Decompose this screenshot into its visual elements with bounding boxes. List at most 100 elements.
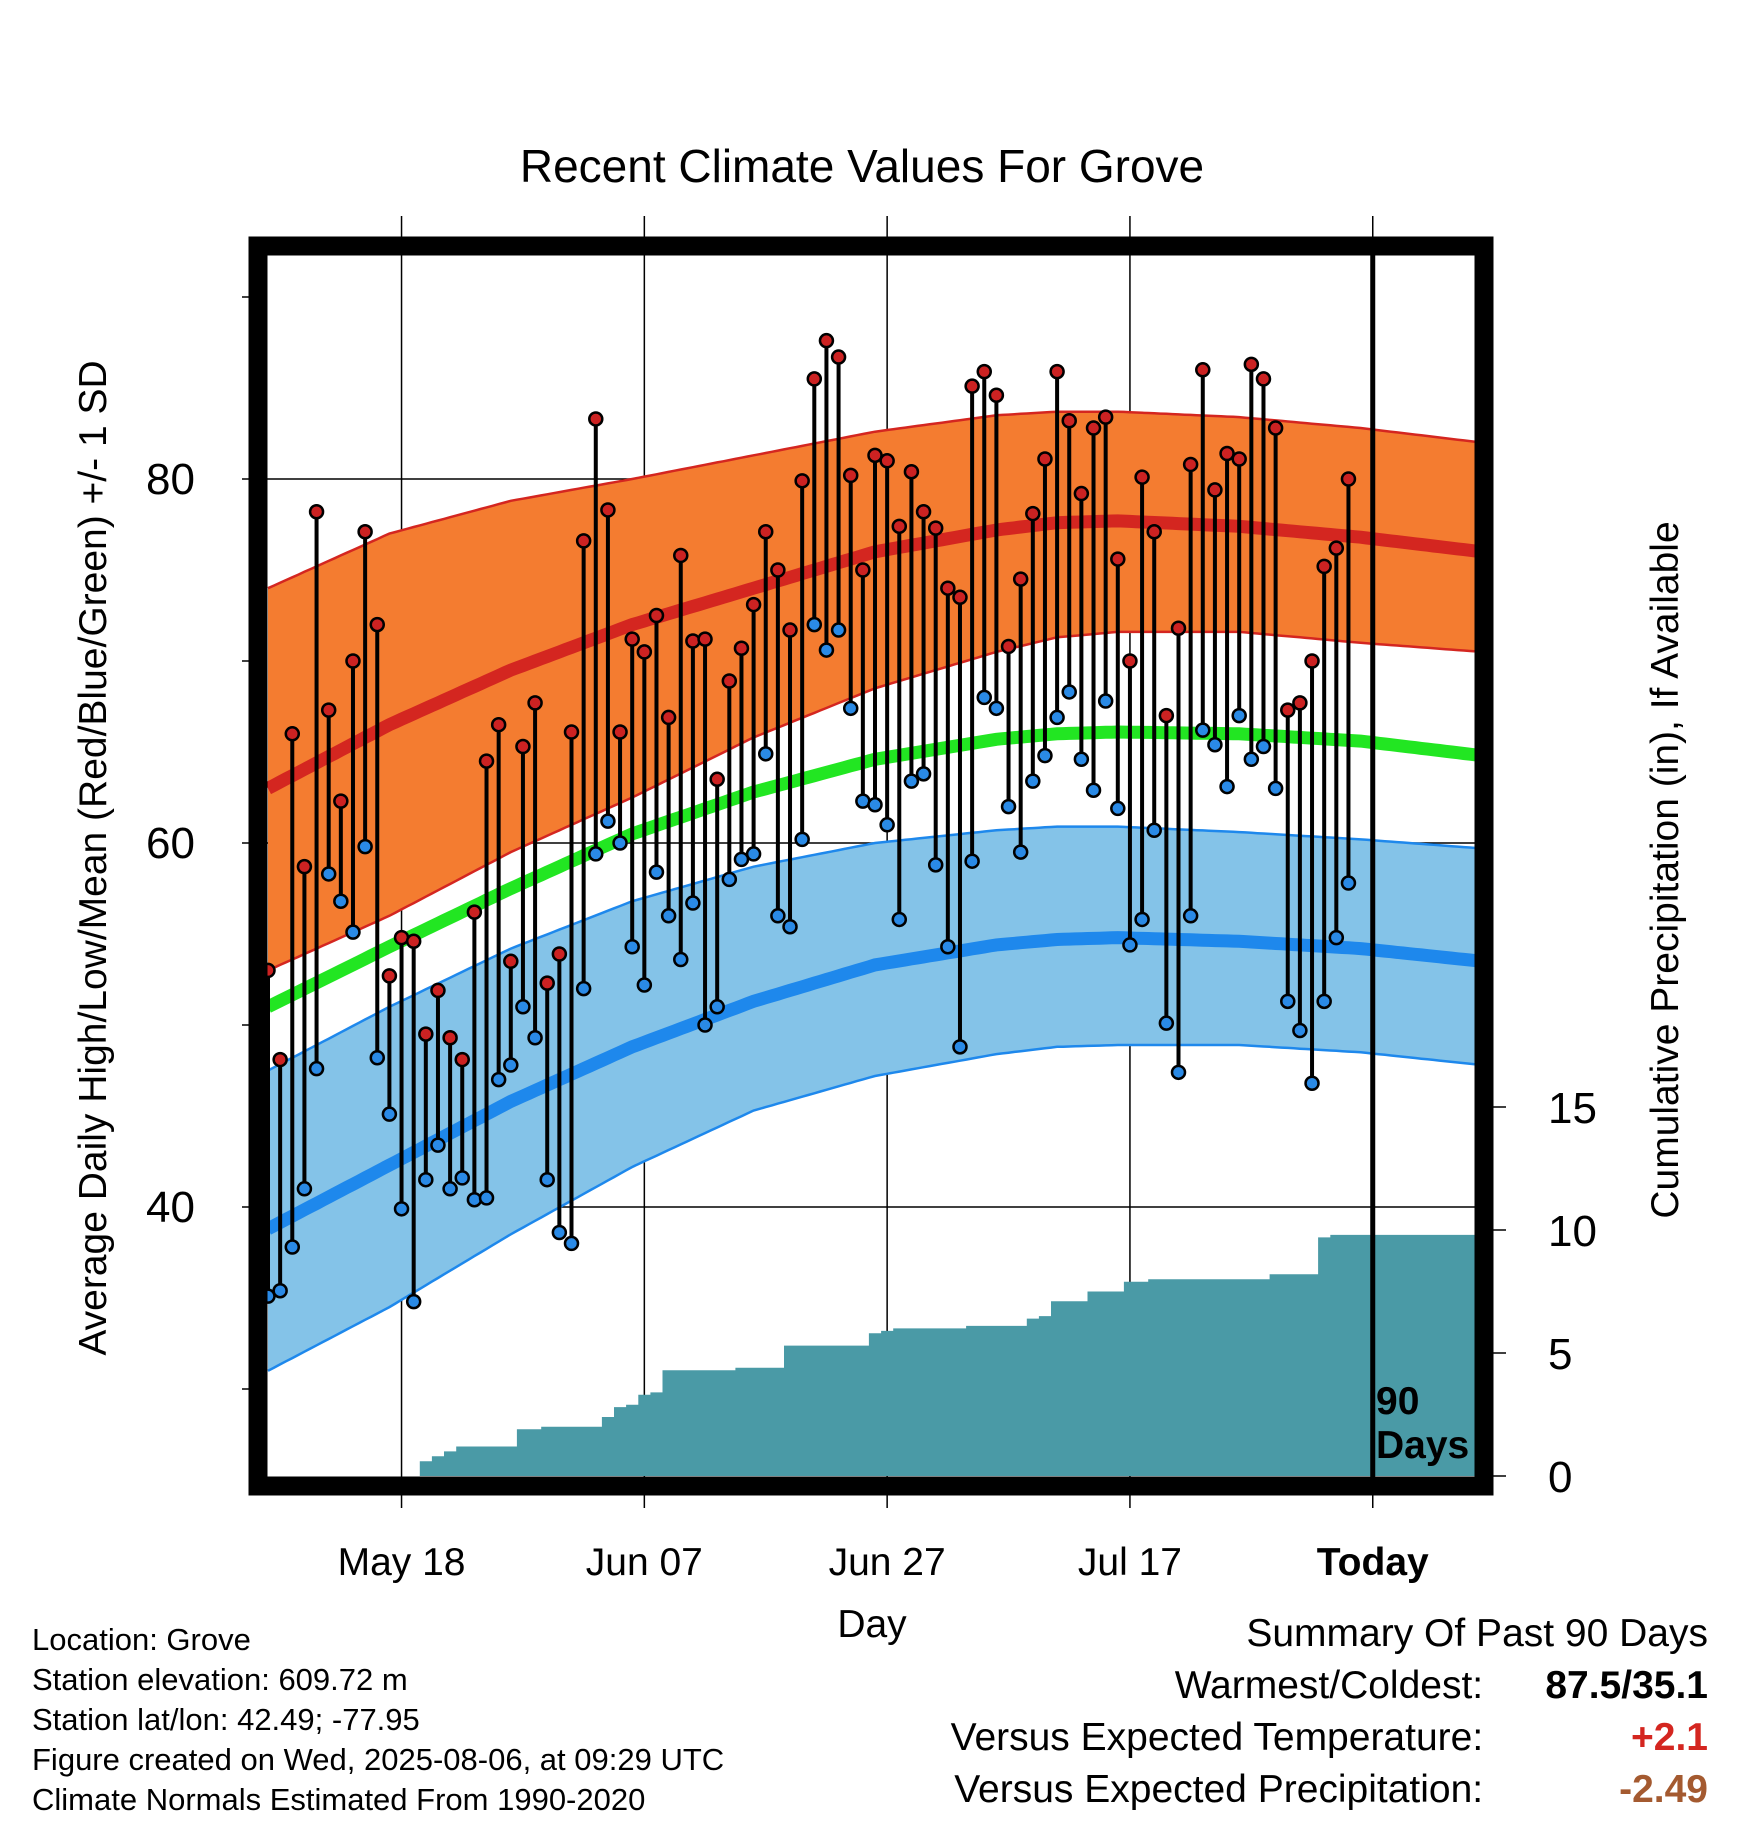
low-point: [1049, 709, 1065, 726]
high-point: [1182, 456, 1199, 473]
expected-precip-label: Versus Expected Precipitation:: [954, 1768, 1484, 1811]
low-minus-sd-line: [267, 1043, 1483, 1372]
high-point: [1097, 409, 1114, 425]
high-point: [1134, 469, 1150, 485]
low-point: [1061, 684, 1077, 700]
expected-temp-value: +2.1: [1631, 1716, 1708, 1759]
warmest-coldest-row: Warmest/Coldest: 87.5/35.1: [951, 1660, 1708, 1712]
plot-border: [248, 236, 1494, 1496]
high-point: [648, 607, 665, 624]
x-tick-label: Jun 27: [829, 1541, 946, 1584]
low-point: [1097, 693, 1114, 709]
low-point: [539, 1171, 555, 1188]
high-point: [709, 771, 725, 788]
high-point: [624, 631, 640, 647]
high-point: [1146, 524, 1162, 540]
high-point: [490, 716, 507, 733]
low-point: [988, 700, 1005, 717]
high-point: [1049, 363, 1065, 380]
low-point: [527, 1029, 543, 1046]
precipitation-fill: [261, 1234, 1482, 1476]
high-point: [770, 562, 786, 578]
average-low-line: [265, 931, 1483, 1235]
high-point: [903, 463, 920, 480]
high-point: [430, 982, 446, 999]
high-point: [320, 702, 337, 718]
low-plus-sd-line: [267, 825, 1483, 1072]
high-point: [855, 562, 871, 578]
high-point: [964, 378, 980, 394]
high-point: [927, 520, 944, 536]
high-point: [272, 1051, 288, 1068]
low-point: [697, 1017, 713, 1033]
low-point: [952, 1039, 968, 1055]
x-tick-label: May 18: [338, 1541, 466, 1584]
high-point: [296, 858, 313, 875]
high-point: [1122, 653, 1138, 669]
low-point: [551, 1224, 568, 1241]
high-point: [1207, 482, 1223, 498]
high-point: [284, 726, 301, 742]
expected-precip-value: -2.49: [1619, 1768, 1708, 1811]
location-line: Location: Grove: [32, 1622, 251, 1657]
high-point: [1340, 471, 1357, 487]
low-point: [503, 1057, 519, 1073]
low-point: [1146, 822, 1162, 839]
low-point: [393, 1201, 410, 1217]
high-point: [600, 502, 616, 518]
high-point: [660, 709, 677, 726]
low-point: [345, 924, 361, 940]
low-point: [1267, 780, 1284, 797]
low-point: [1012, 844, 1029, 860]
low-point: [1110, 800, 1126, 817]
axis-ticks: 40 60 80 0 5 10 15 May 18 Jun 07 Jun 27 Jul 17 Toda…: [146, 216, 1597, 1584]
today-marker-line: 90: [1376, 1380, 1419, 1423]
high-point: [1195, 362, 1211, 378]
low-point: [818, 642, 835, 658]
low-point: [842, 700, 859, 717]
normals-line: Climate Normals Estimated From 1990-2020: [32, 1782, 646, 1817]
high-point: [466, 904, 483, 920]
high-point: [551, 946, 568, 962]
chart-title: Recent Climate Values For Grove: [520, 140, 1204, 192]
low-point: [357, 838, 373, 855]
daily-observations: [260, 332, 1357, 1310]
high-point: [1025, 505, 1041, 522]
low-point: [733, 851, 750, 868]
high-point: [308, 504, 325, 520]
high-point: [952, 589, 968, 606]
high-point: [782, 622, 798, 638]
high-point: [891, 518, 908, 535]
high-point: [697, 631, 713, 647]
low-point: [430, 1137, 446, 1153]
low-point: [1073, 751, 1090, 768]
high-point: [867, 447, 883, 464]
today-marker-label: 90 Days: [1376, 1380, 1469, 1467]
low-point: [940, 938, 956, 955]
low-point: [782, 918, 798, 935]
high-point: [369, 616, 386, 633]
low-point: [600, 813, 616, 829]
low-point: [284, 1239, 301, 1255]
low-point: [745, 846, 762, 862]
low-point: [1195, 722, 1211, 738]
low-point: [612, 835, 628, 851]
low-point: [515, 999, 531, 1015]
low-point: [927, 857, 944, 873]
low-point: [1255, 738, 1272, 755]
low-point: [1170, 1064, 1187, 1081]
y-tick-label: 40: [146, 1183, 195, 1232]
plot-frame: [248, 236, 1494, 1496]
high-point: [794, 473, 810, 489]
x-axis-title: Day: [837, 1603, 907, 1646]
high-point: [1255, 371, 1272, 387]
low-point: [418, 1171, 434, 1188]
high-point: [478, 753, 495, 769]
low-point: [272, 1282, 288, 1299]
low-point: [1037, 747, 1053, 764]
high-point: [563, 724, 580, 740]
low-point: [1280, 993, 1296, 1010]
low-point: [442, 1181, 458, 1197]
high-point: [588, 411, 604, 427]
